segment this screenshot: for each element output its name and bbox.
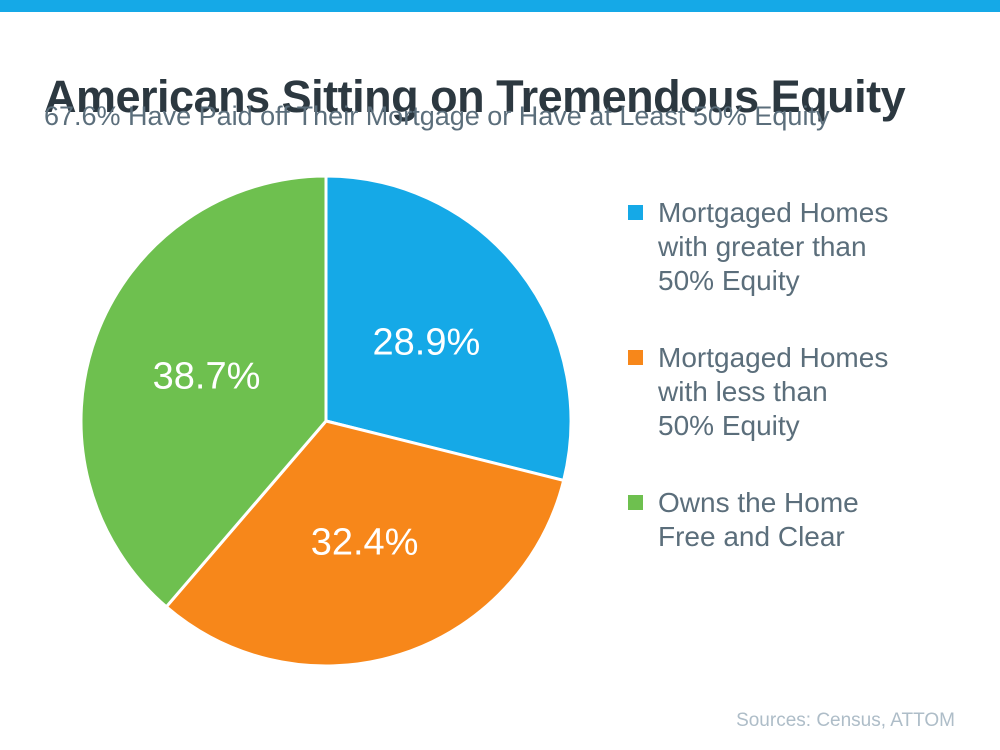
legend: Mortgaged Homes with greater than 50% Eq… — [628, 196, 958, 597]
legend-label-line: Mortgaged Homes — [658, 342, 889, 373]
pie-slice-label: 32.4% — [311, 521, 419, 563]
legend-color-swatch-blue — [628, 205, 643, 220]
legend-label-line: Owns the Home — [658, 487, 859, 518]
pie-slice — [79, 174, 328, 609]
legend-label-line: Mortgaged Homes — [658, 197, 889, 228]
pie-slice — [324, 174, 573, 482]
pie-slice-label: 38.7% — [153, 356, 261, 398]
pie-chart-svg: 28.9% 32.4% 38.7% — [79, 174, 573, 668]
legend-item-greater-than-50: Mortgaged Homes with greater than 50% Eq… — [628, 196, 958, 298]
legend-label-line: 50% Equity — [658, 410, 800, 441]
legend-label: Mortgaged Homes with less than 50% Equit… — [658, 341, 888, 443]
legend-item-less-than-50: Mortgaged Homes with less than 50% Equit… — [628, 341, 958, 443]
legend-label-line: with less than — [658, 376, 828, 407]
page-subtitle: 67.6% Have Paid off Their Mortgage or Ha… — [44, 101, 830, 131]
pie-slice-label: 28.9% — [373, 322, 481, 364]
legend-label-line: with greater than — [658, 231, 867, 262]
legend-label: Mortgaged Homes with greater than 50% Eq… — [658, 196, 888, 298]
legend-color-swatch-green — [628, 495, 643, 510]
pie-slice — [164, 419, 566, 668]
legend-color-swatch-orange — [628, 350, 643, 365]
page-title: Americans Sitting on Tremendous Equity — [44, 71, 906, 123]
legend-label-line: Free and Clear — [658, 521, 845, 552]
legend-label-line: 50% Equity — [658, 265, 800, 296]
legend-label: Owns the Home Free and Clear — [658, 486, 859, 554]
source-credit: Sources: Census, ATTOM — [736, 710, 955, 731]
legend-item-free-and-clear: Owns the Home Free and Clear — [628, 486, 958, 554]
pie-chart: 28.9% 32.4% 38.7% — [77, 172, 575, 670]
top-accent-bar — [0, 0, 1000, 12]
